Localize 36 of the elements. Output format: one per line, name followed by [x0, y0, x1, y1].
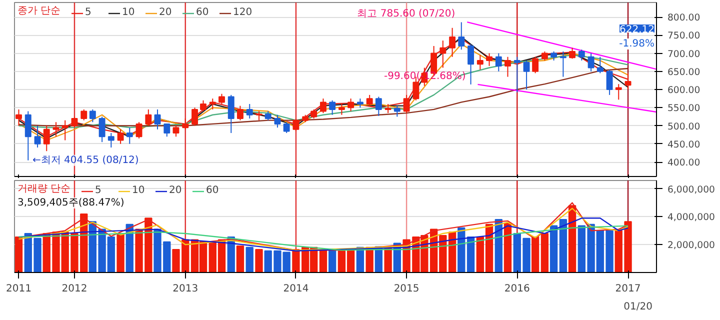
- legend-label: 10: [122, 7, 136, 18]
- y-tick-label: 550.00: [668, 103, 700, 114]
- legend-title: 종가 단순: [18, 6, 61, 16]
- text: 01/20: [624, 302, 653, 312]
- y-tick-label: 600.00: [668, 85, 700, 96]
- y-tick-label: 700.00: [668, 48, 700, 60]
- annotation: 3,509,405주(88.47%): [18, 198, 124, 208]
- x-tick-label: 2013: [172, 284, 198, 294]
- legend-title: 거래량 단순: [18, 184, 71, 194]
- legend-label: 5: [95, 185, 102, 196]
- y-tick-label: 6,000,000: [668, 184, 716, 196]
- annotation: -1.98%: [619, 38, 655, 50]
- legend-label: 20: [159, 7, 173, 18]
- annotation: 622.12: [620, 24, 655, 36]
- x-tick-label: 2012: [62, 284, 88, 294]
- x-tick-label: 2011: [6, 284, 32, 294]
- y-tick-label: 800.00: [668, 12, 700, 24]
- legend-label: 60: [196, 7, 210, 18]
- annotation: 최고 785.60 (07/20): [357, 8, 456, 20]
- x-tick-label: 2016: [504, 284, 530, 294]
- legend-label: 120: [233, 7, 253, 18]
- y-tick-label: 650.00: [668, 66, 700, 78]
- legend-label: 10: [132, 185, 146, 196]
- y-tick-label: 4,000,000: [668, 212, 716, 224]
- y-tick-label: 750.00: [668, 30, 700, 42]
- legend-label: 20: [169, 185, 183, 196]
- y-tick-label: 500.00: [668, 121, 700, 132]
- y-tick-label: 2,000,000: [668, 240, 716, 252]
- x-tick-label: 2015: [394, 284, 420, 294]
- annotation: ←최저 404.55 (08/12): [32, 154, 139, 166]
- y-tick-label: 450.00: [668, 139, 700, 150]
- legend-label: 5: [85, 7, 92, 18]
- x-tick-label: 2017: [615, 284, 641, 294]
- legend-label: 60: [206, 185, 220, 196]
- x-tick-label: 2014: [283, 284, 309, 294]
- y-tick-label: 400.00: [668, 158, 700, 168]
